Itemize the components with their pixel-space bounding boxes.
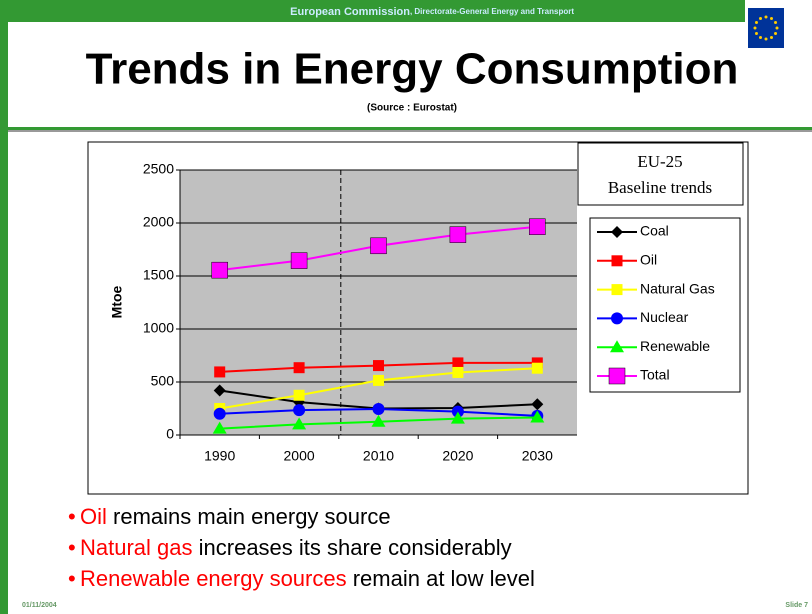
- bullet-highlight: Natural gas: [80, 535, 193, 560]
- bullet-dot: •: [68, 504, 76, 529]
- footer-slide: Slide 7: [785, 602, 808, 609]
- star: [764, 15, 768, 19]
- bullet-dot: •: [68, 566, 76, 591]
- footer-date: 01/11/2004: [22, 602, 57, 609]
- dept: , Directorate-General Energy and Transpo…: [410, 7, 574, 16]
- y-tick-label: 1000: [143, 320, 174, 336]
- y-tick-label: 0: [166, 426, 174, 442]
- star: [759, 16, 762, 20]
- x-tick-label: 2020: [442, 448, 473, 464]
- bullet: Renewable energy sources remain at low l…: [80, 566, 535, 591]
- legend-marker: [610, 340, 624, 353]
- legend-label: Natural Gas: [640, 280, 715, 296]
- plot-area: [180, 170, 577, 435]
- star: [753, 26, 757, 30]
- x-tick-label: 2000: [284, 448, 315, 464]
- bullet-text: remain at low level: [347, 566, 535, 591]
- data-point: [449, 226, 467, 243]
- data-point: [290, 252, 308, 269]
- data-point: [212, 421, 227, 434]
- data-point: [452, 357, 464, 369]
- rule: [8, 127, 812, 130]
- data-point: [211, 261, 228, 279]
- legend-marker: [611, 312, 623, 325]
- bullets: • Oil remains main energy source• Natural …: [68, 504, 535, 591]
- data-point: [293, 362, 305, 374]
- star: [770, 16, 773, 20]
- y-axis-label: Mtoe: [109, 285, 125, 318]
- x-tick-label: 2030: [522, 448, 553, 464]
- side-bar: [0, 0, 8, 614]
- data-point: [293, 389, 305, 401]
- star: [754, 21, 758, 24]
- data-point: [293, 404, 306, 417]
- star: [770, 36, 773, 40]
- y-tick-label: 2000: [143, 214, 174, 230]
- bullet: Oil remains main energy source: [80, 504, 391, 529]
- region-box: [577, 142, 744, 206]
- data-point: [372, 403, 385, 416]
- star: [764, 37, 768, 41]
- data-point: [530, 410, 545, 423]
- data-point: [531, 398, 544, 411]
- x-tick-label: 2010: [363, 448, 394, 464]
- header-text: European Commission, Directorate-General…: [290, 6, 574, 18]
- x-tick-label: 1990: [204, 448, 235, 464]
- region-title: EU-25: [637, 152, 682, 171]
- slide-title: Trends in Energy Consumption: [86, 45, 739, 94]
- legend-label: Nuclear: [640, 309, 689, 325]
- data-point: [450, 411, 465, 424]
- legend-marker: [611, 284, 623, 296]
- top-band: [0, 0, 745, 22]
- data-point: [373, 360, 384, 372]
- star: [774, 21, 778, 24]
- bullet-highlight: Oil: [80, 504, 107, 529]
- org: European Commission: [290, 6, 410, 18]
- data-point: [373, 374, 384, 386]
- bullet: Natural gas increases its share consider…: [80, 535, 512, 560]
- bullet-text: increases its share considerably: [193, 535, 512, 560]
- data-point: [452, 366, 464, 378]
- legend-marker: [608, 367, 626, 385]
- rule-shadow: [8, 130, 812, 132]
- bullet-text: remains main energy source: [107, 504, 391, 529]
- legend-label: Renewable: [640, 338, 710, 354]
- y-tick-label: 500: [151, 373, 175, 389]
- bullet-dot: •: [68, 535, 76, 560]
- data-point: [531, 362, 543, 374]
- star: [775, 26, 779, 30]
- bullet-highlight: Renewable energy sources: [80, 566, 347, 591]
- star: [754, 32, 758, 35]
- data-point: [213, 384, 226, 397]
- star: [774, 32, 778, 35]
- region-subtitle: Baseline trends: [608, 178, 712, 197]
- source: (Source : Eurostat): [367, 103, 457, 114]
- y-tick-label: 1500: [143, 267, 174, 283]
- data-point: [370, 237, 387, 255]
- y-tick-label: 2500: [143, 161, 174, 177]
- legend: [589, 217, 741, 393]
- eu-flag: [748, 8, 784, 48]
- data-point: [214, 366, 226, 378]
- legend-label: Total: [640, 367, 670, 383]
- data-point: [292, 417, 307, 430]
- legend-marker: [611, 226, 623, 238]
- star: [759, 36, 762, 40]
- data-point: [529, 218, 546, 235]
- data-point: [213, 407, 226, 420]
- legend-marker: [611, 255, 623, 267]
- legend-label: Coal: [640, 223, 669, 239]
- legend-label: Oil: [640, 252, 657, 268]
- data-point: [371, 414, 386, 427]
